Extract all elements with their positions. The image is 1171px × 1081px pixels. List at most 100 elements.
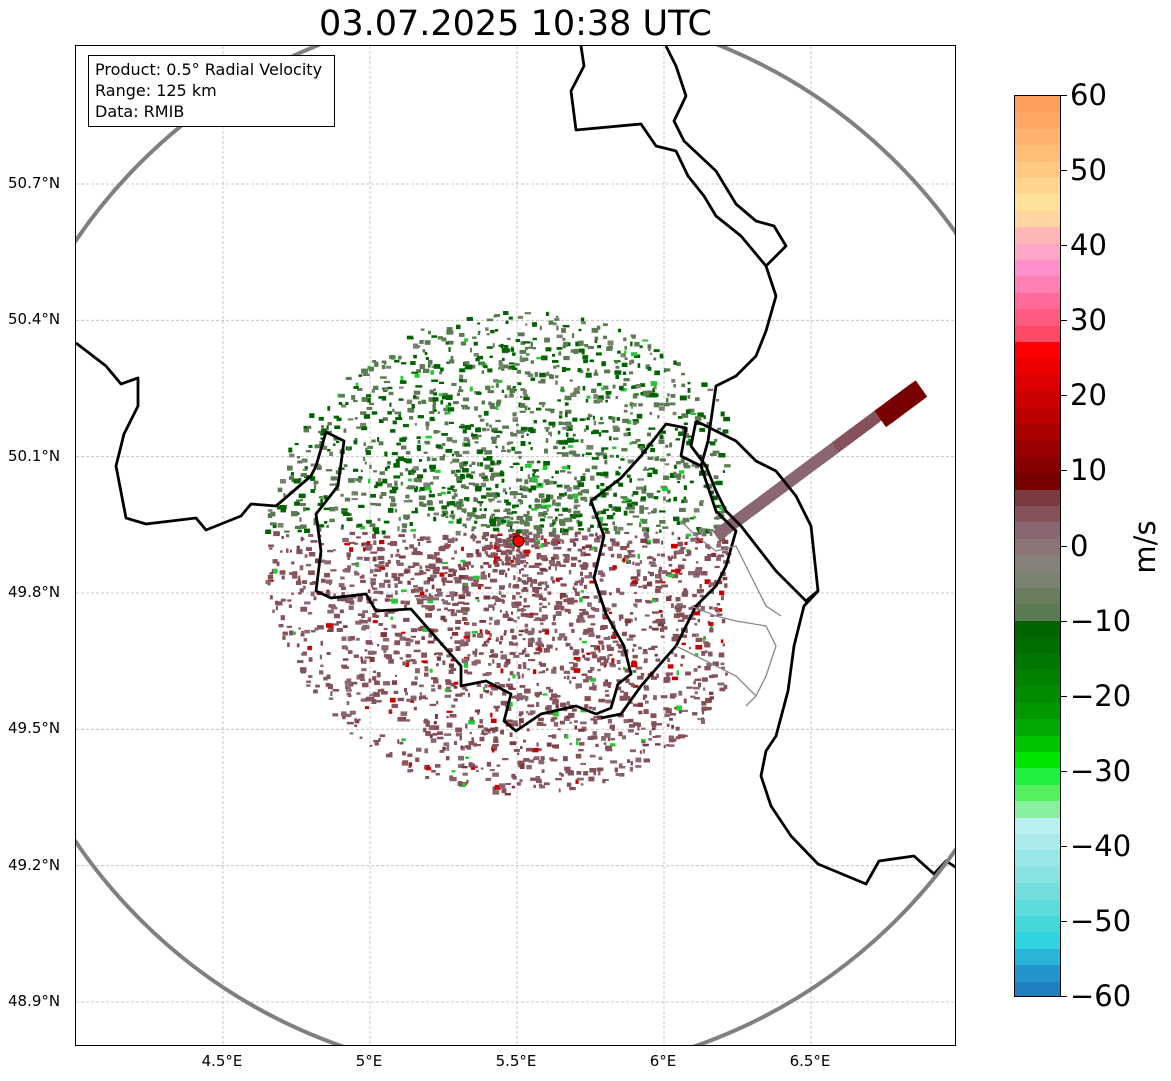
echo-pixel [528,407,531,410]
echo-pixel [630,506,635,510]
echo-pixel [389,752,393,756]
echo-pixel [539,372,546,378]
echo-pixel [483,452,487,455]
echo-pixel [496,379,503,383]
echo-pixel [647,571,651,574]
echo-pixel [420,695,427,699]
echo-pixel [466,566,469,570]
echo-pixel [505,502,511,506]
echo-pixel [483,562,489,565]
echo-pixel [541,543,548,547]
echo-pixel [559,521,566,526]
echo-pixel [607,486,612,491]
echo-pixel [659,520,666,524]
echo-pixel [630,554,636,558]
echo-pixel [660,614,663,618]
echo-pixel [278,624,284,628]
echo-pixel [624,531,630,535]
echo-pixel [361,397,368,402]
echo-pixel [525,516,533,521]
echo-pixel [495,509,499,512]
echo-pixel [612,512,616,516]
echo-pixel [585,675,593,680]
echo-pixel [544,337,550,343]
echo-pixel [489,403,495,408]
echo-pixel [511,695,515,699]
echo-pixel [592,562,598,568]
echo-pixel [329,483,337,486]
echo-pixel [488,663,492,666]
echo-pixel [659,510,666,513]
echo-pixel [413,562,416,568]
echo-pixel [477,462,480,467]
echo-pixel [667,657,670,663]
echo-pixel [376,700,382,703]
echo-pixel [428,397,436,402]
echo-pixel [299,565,304,571]
echo-pixel [573,582,578,586]
echo-pixel [494,542,498,547]
echo-pixel [629,441,632,445]
echo-pixel [587,627,594,633]
echo-pixel [391,498,396,503]
echo-pixel [630,683,636,687]
echo-pixel [441,337,447,342]
echo-pixel [357,523,363,527]
echo-pixel [289,453,295,458]
echo-pixel [646,528,650,532]
echo-pixel [616,417,620,421]
echo-pixel [461,766,468,769]
echo-pixel [673,516,680,522]
echo-pixel [565,421,572,426]
echo-pixel [462,610,468,615]
echo-pixel [400,711,408,716]
echo-pixel [381,360,387,364]
echo-pixel [417,627,423,632]
echo-pixel [561,539,565,544]
echo-pixel [429,464,436,470]
echo-pixel [501,478,505,483]
echo-pixel [623,510,628,516]
echo-pixel [429,490,432,493]
echo-pixel [521,673,524,679]
echo-pixel [516,529,521,533]
echo-pixel [391,598,398,604]
echo-pixel [626,427,631,431]
map-canvas [76,46,955,1045]
echo-pixel [481,447,487,452]
echo-pixel [523,394,529,398]
echo-pixel [683,485,687,490]
echo-pixel [419,684,424,688]
echo-pixel [342,512,350,516]
echo-pixel [544,515,547,518]
echo-pixel [451,439,458,444]
echo-pixel [561,527,565,531]
echo-pixel [601,386,605,391]
echo-pixel [519,357,524,363]
echo-pixel [406,698,411,702]
echo-pixel [693,680,696,685]
echo-pixel [519,551,522,556]
echo-pixel [415,486,418,491]
echo-pixel [445,448,453,453]
echo-pixel [296,456,301,459]
echo-pixel [565,642,569,647]
echo-pixel [618,731,623,737]
echo-pixel [494,784,501,790]
echo-pixel [294,442,299,446]
echo-pixel [526,577,532,582]
echo-pixel [330,569,337,572]
echo-pixel [648,738,652,741]
echo-pixel [603,385,609,390]
echo-pixel [635,384,641,389]
echo-pixel [349,600,355,605]
echo-pixel [643,584,647,589]
echo-pixel [410,695,417,701]
echo-pixel [519,487,526,491]
echo-pixel [511,388,515,393]
echo-pixel [385,365,392,369]
echo-pixel [621,362,628,367]
echo-pixel [354,724,358,728]
echo-pixel [370,578,376,582]
echo-pixel [489,633,492,637]
